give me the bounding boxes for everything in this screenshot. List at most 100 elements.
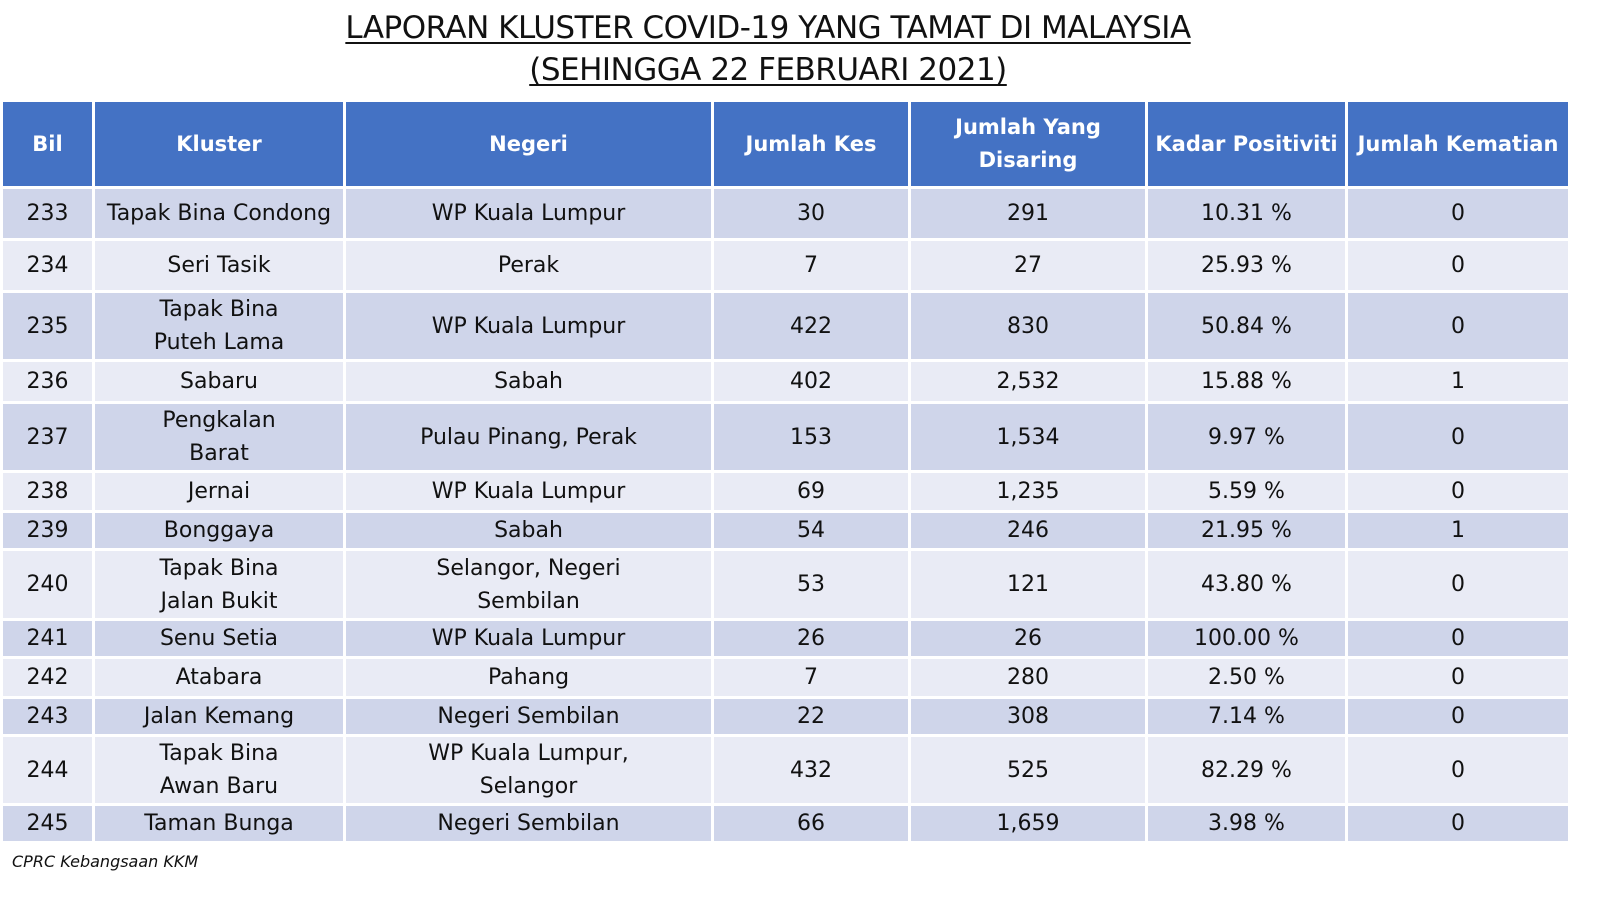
cell-jumlah-kes: 54	[711, 510, 911, 551]
cell-jumlah-kes: 7	[711, 656, 911, 699]
table-row: 234 Seri Tasik Perak 7 27 25.93 % 0	[0, 238, 1571, 293]
cell-kluster: Seri Tasik	[92, 238, 346, 293]
cell-bil: 236	[0, 359, 95, 404]
cell-jumlah-disaring: 291	[908, 186, 1148, 241]
cell-jumlah-kematian: 0	[1345, 656, 1571, 699]
cell-jumlah-kes: 153	[711, 401, 911, 473]
cell-bil: 240	[0, 548, 95, 621]
cell-kluster: Jernai	[92, 470, 346, 513]
table-row: 238 Jernai WP Kuala Lumpur 69 1,235 5.59 % 0	[0, 470, 1571, 513]
cell-negeri: Sabah	[343, 510, 714, 551]
table-header-row: Bil Kluster Negeri Jumlah Kes Jumlah Yang Di…	[0, 99, 1571, 189]
header-bil: Bil	[0, 99, 95, 189]
cell-negeri: Negeri Sembilan	[343, 696, 714, 737]
cell-jumlah-kes: 26	[711, 618, 911, 659]
cell-jumlah-disaring: 1,534	[908, 401, 1148, 473]
cell-bil: 244	[0, 734, 95, 806]
header-kadar-positiviti: Kadar Positiviti	[1145, 99, 1348, 189]
cell-kluster: Tapak Bina Puteh Lama	[92, 290, 346, 362]
cell-kadar-positiviti: 15.88 %	[1145, 359, 1348, 404]
cell-negeri: Pulau Pinang, Perak	[343, 401, 714, 473]
cell-jumlah-kematian: 0	[1345, 803, 1571, 844]
header-jumlah-kes: Jumlah Kes	[711, 99, 911, 189]
report-title: LAPORAN KLUSTER COVID-19 YANG TAMAT DI M…	[345, 10, 1191, 46]
cell-kluster: Jalan Kemang	[92, 696, 346, 737]
header-jumlah-kematian: Jumlah Kematian	[1345, 99, 1571, 189]
cell-negeri: WP Kuala Lumpur	[343, 470, 714, 513]
cell-kluster: Bonggaya	[92, 510, 346, 551]
cell-kluster: Atabara	[92, 656, 346, 699]
cell-jumlah-disaring: 2,532	[908, 359, 1148, 404]
cell-bil: 233	[0, 186, 95, 241]
cell-kadar-positiviti: 50.84 %	[1145, 290, 1348, 362]
cell-kadar-positiviti: 82.29 %	[1145, 734, 1348, 806]
cell-jumlah-kematian: 0	[1345, 548, 1571, 621]
cell-jumlah-kes: 66	[711, 803, 911, 844]
report-subtitle-date: (SEHINGGA 22 FEBRUARI 2021)	[529, 52, 1007, 88]
table-row: 243 Jalan Kemang Negeri Sembilan 22 308 7.14 …	[0, 696, 1571, 737]
cell-kluster: Pengkalan Barat	[92, 401, 346, 473]
cell-kadar-positiviti: 43.80 %	[1145, 548, 1348, 621]
cell-negeri: WP Kuala Lumpur, Selangor	[343, 734, 714, 806]
header-negeri: Negeri	[343, 99, 714, 189]
cell-jumlah-kematian: 0	[1345, 734, 1571, 806]
cell-bil: 237	[0, 401, 95, 473]
table-row: 233 Tapak Bina Condong WP Kuala Lumpur 30 29…	[0, 186, 1571, 241]
cell-jumlah-disaring: 1,659	[908, 803, 1148, 844]
cell-kadar-positiviti: 100.00 %	[1145, 618, 1348, 659]
cell-bil: 234	[0, 238, 95, 293]
cell-kadar-positiviti: 9.97 %	[1145, 401, 1348, 473]
table-row: 240 Tapak Bina Jalan Bukit Selangor, Neger…	[0, 548, 1571, 621]
cell-negeri: Pahang	[343, 656, 714, 699]
cell-jumlah-kematian: 1	[1345, 359, 1571, 404]
cell-jumlah-kematian: 0	[1345, 618, 1571, 659]
cell-bil: 242	[0, 656, 95, 699]
cell-jumlah-kematian: 0	[1345, 290, 1571, 362]
table-row: 239 Bonggaya Sabah 54 246 21.95 % 1	[0, 510, 1571, 551]
cell-jumlah-kes: 22	[711, 696, 911, 737]
cluster-table: Bil Kluster Negeri Jumlah Kes Jumlah Yang Di…	[0, 99, 1571, 844]
cell-jumlah-disaring: 1,235	[908, 470, 1148, 513]
table-row: 236 Sabaru Sabah 402 2,532 15.88 % 1	[0, 359, 1571, 404]
cell-jumlah-disaring: 121	[908, 548, 1148, 621]
table-row: 237 Pengkalan Barat Pulau Pinang, Perak 153…	[0, 401, 1571, 473]
cell-jumlah-kematian: 0	[1345, 238, 1571, 293]
table-row: 235 Tapak Bina Puteh Lama WP Kuala Lumpur 4…	[0, 290, 1571, 362]
table-row: 242 Atabara Pahang 7 280 2.50 % 0	[0, 656, 1571, 699]
cell-negeri: Selangor, Negeri Sembilan	[343, 548, 714, 621]
cell-kadar-positiviti: 25.93 %	[1145, 238, 1348, 293]
cell-kadar-positiviti: 3.98 %	[1145, 803, 1348, 844]
cell-negeri: WP Kuala Lumpur	[343, 290, 714, 362]
cell-kadar-positiviti: 10.31 %	[1145, 186, 1348, 241]
cell-kadar-positiviti: 2.50 %	[1145, 656, 1348, 699]
cell-jumlah-kematian: 0	[1345, 696, 1571, 737]
cell-kluster: Tapak Bina Jalan Bukit	[92, 548, 346, 621]
cell-bil: 238	[0, 470, 95, 513]
table-row: 244 Tapak Bina Awan Baru WP Kuala Lumpur, …	[0, 734, 1571, 806]
cell-negeri: Negeri Sembilan	[343, 803, 714, 844]
cell-jumlah-kes: 7	[711, 238, 911, 293]
cell-kadar-positiviti: 7.14 %	[1145, 696, 1348, 737]
cell-bil: 241	[0, 618, 95, 659]
cell-kluster: Sabaru	[92, 359, 346, 404]
cell-bil: 243	[0, 696, 95, 737]
cell-jumlah-disaring: 308	[908, 696, 1148, 737]
cell-jumlah-kes: 422	[711, 290, 911, 362]
cell-kluster: Tapak Bina Awan Baru	[92, 734, 346, 806]
cell-jumlah-disaring: 246	[908, 510, 1148, 551]
table-row: 245 Taman Bunga Negeri Sembilan 66 1,659 3.98…	[0, 803, 1571, 844]
cell-kluster: Taman Bunga	[92, 803, 346, 844]
cell-jumlah-kematian: 0	[1345, 470, 1571, 513]
cell-kadar-positiviti: 21.95 %	[1145, 510, 1348, 551]
cell-negeri: WP Kuala Lumpur	[343, 186, 714, 241]
cell-bil: 245	[0, 803, 95, 844]
cell-jumlah-disaring: 280	[908, 656, 1148, 699]
cell-kadar-positiviti: 5.59 %	[1145, 470, 1348, 513]
cell-jumlah-disaring: 26	[908, 618, 1148, 659]
cell-jumlah-disaring: 525	[908, 734, 1148, 806]
cell-kluster: Tapak Bina Condong	[92, 186, 346, 241]
cell-jumlah-kes: 432	[711, 734, 911, 806]
cell-bil: 235	[0, 290, 95, 362]
cell-jumlah-kematian: 1	[1345, 510, 1571, 551]
table-row: 241 Senu Setia WP Kuala Lumpur 26 26 100.00 %…	[0, 618, 1571, 659]
